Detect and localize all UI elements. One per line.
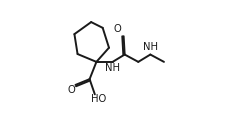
Text: O: O [114,24,121,34]
Text: NH: NH [142,42,157,52]
Text: HO: HO [91,94,106,104]
Text: O: O [67,85,74,95]
Text: NH: NH [104,63,119,73]
